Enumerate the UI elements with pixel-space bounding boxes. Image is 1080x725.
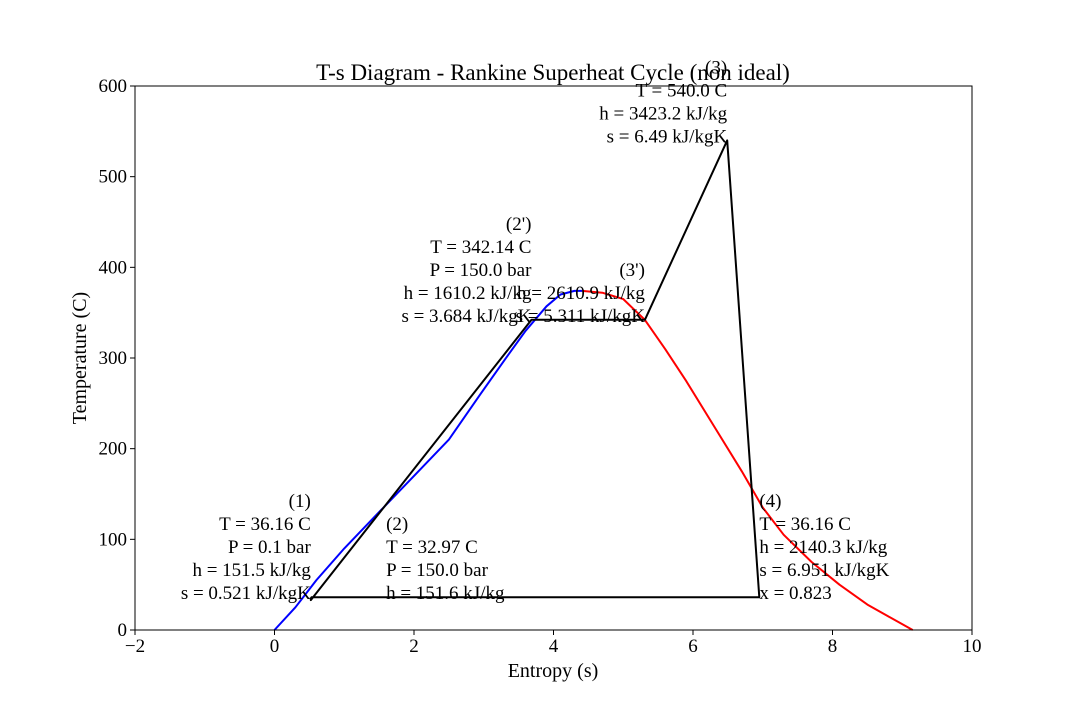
annotation-line: P = 150.0 bar bbox=[386, 560, 489, 581]
annotation-line: h = 151.6 kJ/kg bbox=[386, 583, 505, 604]
annotation-line: T = 36.16 C bbox=[759, 514, 851, 535]
y-tick-label: 100 bbox=[99, 529, 128, 550]
y-tick-label: 0 bbox=[118, 620, 128, 641]
series-line-saturated-vapor bbox=[582, 289, 914, 631]
y-tick-label: 200 bbox=[99, 439, 128, 460]
annotation-line: h = 2140.3 kJ/kg bbox=[759, 537, 887, 558]
y-tick-label: 600 bbox=[99, 76, 128, 97]
x-tick-label: −2 bbox=[125, 636, 145, 657]
annotation-line: x = 0.823 bbox=[759, 583, 831, 604]
x-tick-label: 10 bbox=[963, 636, 982, 657]
plot-area bbox=[273, 139, 914, 631]
annotation-line: (1) bbox=[289, 491, 311, 512]
annotation-line: (4) bbox=[759, 491, 781, 512]
series-line-cycle bbox=[309, 139, 761, 602]
series-line-saturated-liquid bbox=[273, 289, 583, 631]
chart-title: T-s Diagram - Rankine Superheat Cycle (n… bbox=[316, 60, 790, 85]
annotation-line: h = 3423.2 kJ/kg bbox=[599, 103, 727, 124]
annotation-line: T = 36.16 C bbox=[219, 514, 311, 535]
annotation-line: (3) bbox=[705, 57, 727, 78]
annotation-line: h = 1610.2 kJ/kg bbox=[404, 283, 532, 304]
annotation-line: s = 0.521 kJ/kgK bbox=[181, 583, 311, 604]
annotation-line: P = 0.1 bar bbox=[228, 537, 312, 558]
annotation-line: (3') bbox=[619, 260, 645, 281]
x-tick-label: 2 bbox=[409, 636, 419, 657]
annotation-line: h = 151.5 kJ/kg bbox=[192, 560, 311, 581]
y-tick-label: 500 bbox=[99, 167, 128, 188]
y-tick-label: 300 bbox=[99, 348, 128, 369]
annotation-line: P = 150.0 bar bbox=[430, 260, 533, 281]
x-tick-label: 4 bbox=[549, 636, 559, 657]
annotation-line: s = 5.311 kJ/kgK bbox=[516, 306, 646, 327]
annotation-state-4: (4)T = 36.16 Ch = 2140.3 kJ/kgs = 6.951 … bbox=[759, 491, 889, 604]
annotation-line: T = 342.14 C bbox=[430, 237, 531, 258]
annotation-line: (2) bbox=[386, 514, 408, 535]
y-axis-label: Temperature (C) bbox=[69, 292, 91, 424]
annotation-state-3p: (3')h = 2610.9 kJ/kgs = 5.311 kJ/kgK bbox=[516, 260, 646, 327]
annotation-line: h = 2610.9 kJ/kg bbox=[517, 283, 645, 304]
x-tick-label: 8 bbox=[828, 636, 838, 657]
y-tick-label: 400 bbox=[99, 257, 128, 278]
annotation-line: T = 32.97 C bbox=[386, 537, 478, 558]
annotation-state-3: (3)T = 540.0 Ch = 3423.2 kJ/kgs = 6.49 k… bbox=[599, 57, 727, 147]
annotation-line: s = 6.951 kJ/kgK bbox=[759, 560, 889, 581]
x-axis-label: Entropy (s) bbox=[508, 660, 599, 682]
annotation-line: s = 3.684 kJ/kgK bbox=[401, 306, 531, 327]
x-tick-label: 0 bbox=[270, 636, 280, 657]
annotation-line: T = 540.0 C bbox=[636, 80, 728, 101]
x-tick-label: 6 bbox=[688, 636, 698, 657]
annotation-line: (2') bbox=[506, 214, 532, 235]
annotation-line: s = 6.49 kJ/kgK bbox=[607, 126, 728, 147]
